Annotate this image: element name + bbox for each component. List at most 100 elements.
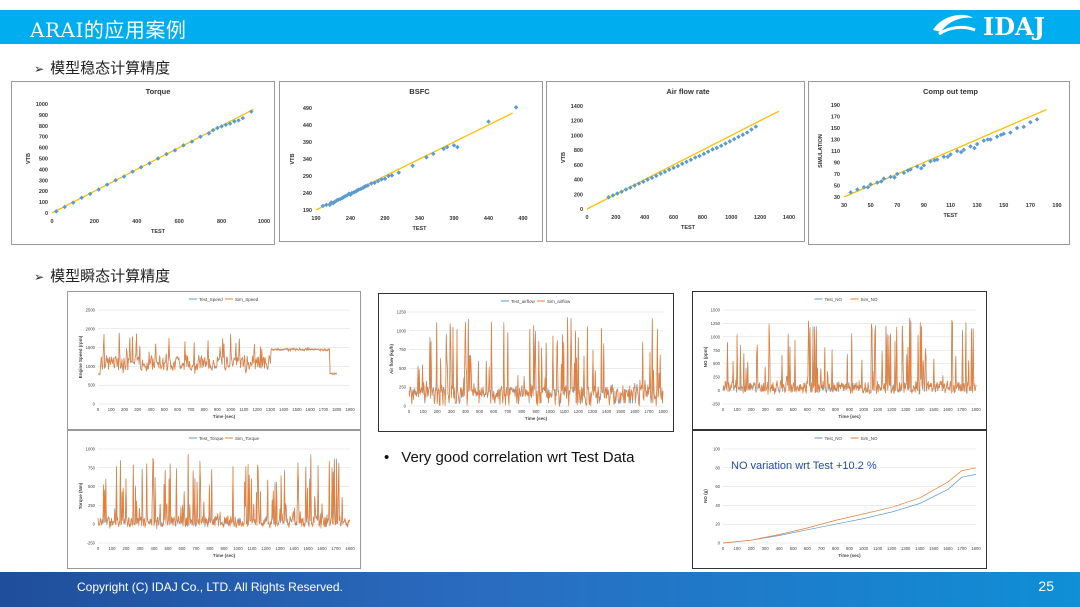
x-tick-label: 0 — [722, 546, 725, 551]
y-tick-label: 50 — [834, 184, 840, 190]
legend-label: Test_NO — [825, 436, 843, 441]
y-tick-label: 500 — [399, 366, 407, 371]
data-point — [227, 121, 233, 126]
x-tick-label: 50 — [868, 203, 874, 209]
series-line-sim — [722, 317, 977, 395]
data-point — [697, 153, 702, 159]
y-tick-label: 0 — [718, 388, 721, 393]
x-tick-label: 1500 — [616, 409, 626, 414]
data-point — [181, 143, 186, 148]
x-tick-label: 1500 — [929, 546, 939, 551]
x-tick-label: 1700 — [331, 546, 341, 551]
y-tick-label: 110 — [831, 149, 840, 155]
data-point — [155, 156, 161, 161]
x-tick-label: 0 — [97, 546, 100, 551]
data-point — [928, 159, 933, 164]
data-point — [198, 134, 203, 139]
x-axis-label: Time (sec) — [838, 414, 861, 419]
y-tick-label: 1000 — [86, 447, 96, 452]
x-tick-label: 300 — [762, 407, 770, 412]
y-axis-label: VTB — [290, 153, 296, 164]
data-point — [172, 148, 178, 153]
x-tick-label: 130 — [973, 203, 982, 209]
data-point — [113, 178, 118, 183]
x-tick-label: 1000 — [258, 219, 270, 225]
y-tick-label: 1400 — [571, 104, 583, 110]
data-point — [87, 191, 93, 197]
idaj-logo: IDAJ — [925, 4, 1065, 44]
y-tick-label: 60 — [715, 484, 720, 489]
y-tick-label: 1500 — [711, 308, 721, 313]
x-tick-label: 1600 — [317, 546, 327, 551]
chart-torque: Torque 0 200 400 600 800 1000 0 100 200 300 400 500 6… — [11, 81, 275, 245]
x-axis-label: Time (sec) — [213, 553, 236, 558]
y-tick-label: 900 — [39, 113, 48, 119]
y-tick-label: 150 — [831, 126, 840, 132]
data-point — [666, 167, 672, 172]
correlation-note: • Very good correlation wrt Test Data — [384, 449, 635, 466]
y-tick-label: 800 — [574, 148, 583, 154]
data-point — [692, 155, 698, 160]
chart-comp-out-temp: Comp out temp 30 50 70 90 110 130 150 170 190 30 50… — [808, 81, 1070, 245]
y-tick-label: 390 — [303, 140, 312, 146]
x-tick-label: 900 — [846, 407, 854, 412]
y-tick-label: -250 — [712, 402, 721, 407]
x-tick-label: 800 — [518, 409, 526, 414]
y-tick-label: 1250 — [711, 321, 721, 326]
legend-label: Test_airflow — [511, 299, 536, 304]
x-tick-label: 1800 — [658, 409, 668, 414]
x-tick-label: 1200 — [574, 409, 584, 414]
x-tick-label: 1600 — [943, 546, 953, 551]
page-number: 25 — [1038, 578, 1054, 594]
legend-label: Sim_NO — [861, 436, 879, 441]
data-point — [718, 143, 724, 148]
x-tick-label: 600 — [804, 546, 812, 551]
data-point — [431, 151, 436, 157]
x-tick-label: 340 — [415, 216, 424, 222]
data-point — [147, 161, 152, 166]
x-tick-label: 300 — [762, 546, 770, 551]
x-tick-label: 490 — [518, 216, 527, 222]
data-point — [727, 139, 733, 144]
data-point — [848, 190, 853, 195]
x-axis-label: Time (sec) — [213, 414, 236, 419]
data-point — [240, 115, 246, 121]
data-point — [79, 195, 84, 201]
data-point — [70, 200, 76, 205]
data-point — [1034, 117, 1040, 122]
y-tick-label: -250 — [87, 541, 96, 546]
data-point — [954, 148, 960, 154]
bullet-dot-icon: • — [384, 449, 390, 466]
x-tick-label: 100 — [109, 546, 117, 551]
y-tick-label: 250 — [713, 375, 721, 380]
x-tick-label: 1200 — [754, 215, 766, 221]
x-tick-label: 1800 — [971, 546, 981, 551]
x-tick-label: 1100 — [873, 407, 883, 412]
y-axis-label: Torque (Nm) — [78, 482, 83, 509]
data-point — [232, 119, 237, 124]
x-tick-label: 170 — [1026, 203, 1035, 209]
data-point — [164, 151, 169, 157]
data-point — [994, 134, 1000, 139]
y-axis-label: NO (ppm) — [703, 346, 708, 367]
y-tick-label: 20 — [715, 522, 720, 527]
data-point — [53, 209, 59, 214]
data-point — [210, 127, 216, 133]
y-tick-label: 300 — [39, 178, 48, 184]
x-tick-label: 1000 — [859, 546, 869, 551]
data-point — [215, 125, 220, 131]
x-tick-label: 110 — [946, 203, 955, 209]
y-axis-label: VTB — [26, 153, 32, 164]
x-tick-label: 800 — [201, 407, 209, 412]
series-line-test — [98, 332, 337, 375]
y-tick-label: 90 — [834, 161, 840, 167]
header-band — [0, 10, 1080, 44]
x-tick-label: 1600 — [943, 407, 953, 412]
y-tick-label: 240 — [303, 191, 312, 197]
y-axis-label: VTB — [561, 152, 567, 163]
y-tick-label: 1250 — [397, 310, 407, 315]
header: ARAI的应用案例 IDAJ — [0, 0, 1080, 44]
data-point — [486, 119, 491, 124]
data-point — [948, 152, 953, 157]
x-tick-label: 1700 — [644, 409, 654, 414]
